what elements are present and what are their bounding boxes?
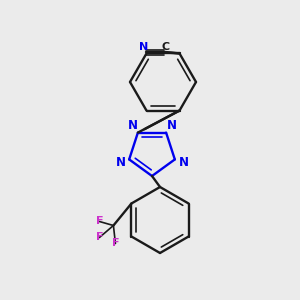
- Text: N: N: [139, 42, 148, 52]
- Text: N: N: [116, 156, 126, 169]
- Text: F: F: [96, 232, 103, 242]
- Text: N: N: [178, 156, 188, 169]
- Text: F: F: [112, 238, 119, 248]
- Text: C: C: [161, 42, 169, 52]
- Text: N: N: [128, 119, 138, 132]
- Text: N: N: [167, 119, 176, 132]
- Text: F: F: [96, 217, 103, 226]
